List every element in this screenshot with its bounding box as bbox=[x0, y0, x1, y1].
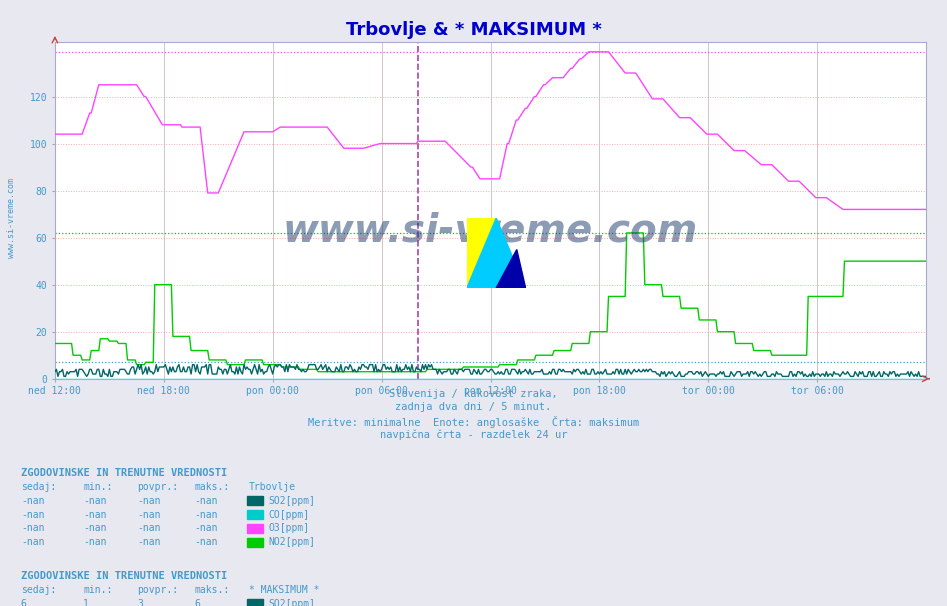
Text: Meritve: minimalne  Enote: anglosaške  Črta: maksimum: Meritve: minimalne Enote: anglosaške Črt… bbox=[308, 416, 639, 428]
Text: SO2[ppm]: SO2[ppm] bbox=[268, 496, 315, 505]
Text: povpr.:: povpr.: bbox=[137, 482, 178, 491]
Polygon shape bbox=[467, 218, 496, 288]
Text: navpična črta - razdelek 24 ur: navpična črta - razdelek 24 ur bbox=[380, 429, 567, 439]
Text: -nan: -nan bbox=[21, 538, 45, 547]
Text: -nan: -nan bbox=[83, 538, 107, 547]
Text: -nan: -nan bbox=[83, 524, 107, 533]
Text: -nan: -nan bbox=[194, 510, 218, 519]
Text: CO[ppm]: CO[ppm] bbox=[268, 510, 309, 519]
Text: Slovenija / kakovost zraka,: Slovenija / kakovost zraka, bbox=[389, 389, 558, 399]
Text: * MAKSIMUM *: * MAKSIMUM * bbox=[249, 585, 319, 595]
Text: www.si-vreme.com: www.si-vreme.com bbox=[7, 178, 16, 258]
Text: maks.:: maks.: bbox=[194, 482, 229, 491]
Text: -nan: -nan bbox=[21, 524, 45, 533]
Text: NO2[ppm]: NO2[ppm] bbox=[268, 538, 315, 547]
Text: zadnja dva dni / 5 minut.: zadnja dva dni / 5 minut. bbox=[396, 402, 551, 413]
Text: sedaj:: sedaj: bbox=[21, 482, 56, 491]
Text: povpr.:: povpr.: bbox=[137, 585, 178, 595]
Text: Trbovlje: Trbovlje bbox=[249, 482, 296, 491]
Text: 6: 6 bbox=[194, 599, 200, 606]
Text: -nan: -nan bbox=[137, 524, 161, 533]
Text: Trbovlje & * MAKSIMUM *: Trbovlje & * MAKSIMUM * bbox=[346, 21, 601, 39]
Polygon shape bbox=[496, 250, 526, 288]
Text: sedaj:: sedaj: bbox=[21, 585, 56, 595]
Text: 1: 1 bbox=[83, 599, 89, 606]
Text: -nan: -nan bbox=[137, 496, 161, 505]
Text: -nan: -nan bbox=[137, 538, 161, 547]
Text: -nan: -nan bbox=[83, 496, 107, 505]
Text: ZGODOVINSKE IN TRENUTNE VREDNOSTI: ZGODOVINSKE IN TRENUTNE VREDNOSTI bbox=[21, 468, 227, 478]
Text: www.si-vreme.com: www.si-vreme.com bbox=[283, 211, 698, 250]
Polygon shape bbox=[467, 218, 526, 288]
Text: 3: 3 bbox=[137, 599, 143, 606]
Text: -nan: -nan bbox=[83, 510, 107, 519]
Text: 6: 6 bbox=[21, 599, 27, 606]
Text: maks.:: maks.: bbox=[194, 585, 229, 595]
Text: min.:: min.: bbox=[83, 482, 113, 491]
Text: -nan: -nan bbox=[21, 496, 45, 505]
Text: ZGODOVINSKE IN TRENUTNE VREDNOSTI: ZGODOVINSKE IN TRENUTNE VREDNOSTI bbox=[21, 571, 227, 581]
Text: -nan: -nan bbox=[194, 538, 218, 547]
Text: min.:: min.: bbox=[83, 585, 113, 595]
Text: -nan: -nan bbox=[21, 510, 45, 519]
Text: -nan: -nan bbox=[194, 524, 218, 533]
Text: O3[ppm]: O3[ppm] bbox=[268, 524, 309, 533]
Text: -nan: -nan bbox=[137, 510, 161, 519]
Text: SO2[ppm]: SO2[ppm] bbox=[268, 599, 315, 606]
Text: -nan: -nan bbox=[194, 496, 218, 505]
